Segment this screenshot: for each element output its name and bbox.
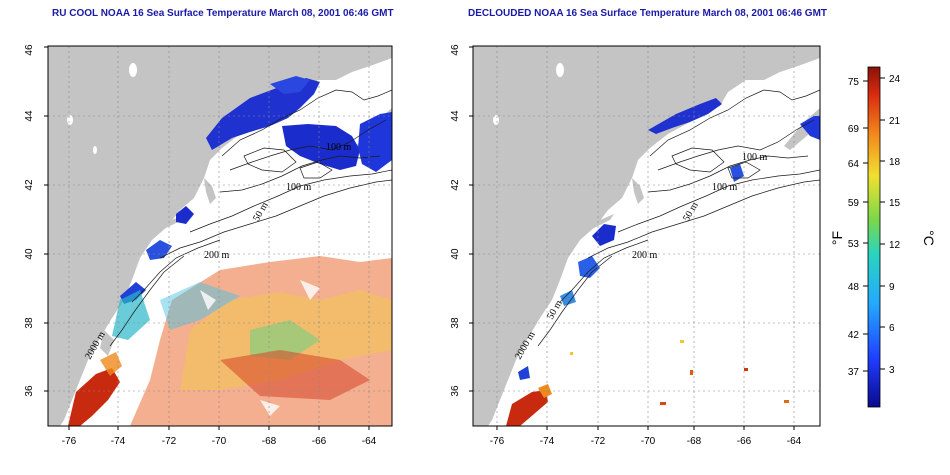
left-lat-tick: 46 bbox=[24, 44, 35, 56]
left-lat-tick: 36 bbox=[24, 385, 35, 397]
left-lat-tick: 40 bbox=[24, 248, 35, 260]
left-lon-tick: -76 bbox=[62, 436, 77, 447]
left-lon-tick: -64 bbox=[362, 436, 377, 447]
right-lat-tick: 46 bbox=[450, 44, 461, 56]
right-lon-tick: -70 bbox=[641, 436, 656, 447]
right-isobath-label-200: 200 m bbox=[632, 250, 658, 261]
left-axis-ticks bbox=[44, 46, 370, 430]
right-land-mass bbox=[473, 46, 820, 426]
left-graticule bbox=[48, 46, 392, 426]
right-map-title: DECLOUDED NOAA 16 Sea Surface Temperatur… bbox=[468, 8, 828, 19]
left-lon-tick: -68 bbox=[262, 436, 277, 447]
left-isobath-label-100b: 100 m bbox=[326, 142, 352, 153]
left-lon-tick: -72 bbox=[162, 436, 177, 447]
left-lon-labels: -76 -74 -72 -70 -68 -66 -64 bbox=[62, 436, 377, 447]
right-cape-cod bbox=[632, 178, 644, 204]
right-axis-ticks bbox=[469, 46, 795, 430]
right-lat-tick: 36 bbox=[450, 385, 461, 397]
left-lat-tick: 38 bbox=[24, 317, 35, 329]
left-isobaths bbox=[109, 89, 392, 347]
left-lat-labels: 36 38 40 42 44 46 bbox=[24, 44, 35, 397]
left-lake-champlain bbox=[129, 63, 137, 77]
left-lake bbox=[93, 146, 97, 154]
left-land-mass bbox=[48, 46, 392, 426]
left-lat-tick: 42 bbox=[24, 179, 35, 191]
right-lake bbox=[493, 115, 499, 125]
right-lon-tick: -74 bbox=[540, 436, 555, 447]
right-lat-tick: 38 bbox=[450, 317, 461, 329]
colorbar-c-labels: 24 21 18 15 12 9 6 3 bbox=[889, 74, 901, 376]
left-noisy-sst bbox=[130, 256, 392, 426]
colorbar: 75 69 64 59 53 48 42 37 24 21 18 15 12 9… bbox=[829, 66, 937, 408]
colorbar-c-unit: °C bbox=[921, 230, 937, 246]
colorbar-f-unit: °F bbox=[829, 231, 845, 245]
left-map-title: RU COOL NOAA 16 Sea Surface Temperature … bbox=[52, 8, 394, 19]
colorbar-f-tick: 75 bbox=[848, 77, 860, 88]
right-lon-tick: -76 bbox=[490, 436, 505, 447]
left-coastal-warm bbox=[100, 352, 122, 376]
right-map-frame bbox=[472, 45, 821, 427]
colorbar-c-tick: 12 bbox=[889, 240, 901, 251]
colorbar-ticks bbox=[863, 77, 885, 372]
right-lon-labels: -76 -74 -72 -70 -68 -66 -64 bbox=[490, 436, 802, 447]
left-lon-tick: -74 bbox=[111, 436, 126, 447]
left-lon-tick: -66 bbox=[312, 436, 327, 447]
right-graticule bbox=[473, 46, 820, 426]
colorbar-f-labels: 75 69 64 59 53 48 42 37 bbox=[848, 77, 860, 378]
left-map-panel: 100 m 100 m 50 m 200 m 2000 m bbox=[24, 44, 393, 447]
left-lake bbox=[67, 115, 73, 125]
colorbar-f-tick: 69 bbox=[848, 124, 860, 135]
right-isobath-label-100a: 100 m bbox=[742, 152, 768, 163]
colorbar-c-tick: 3 bbox=[889, 365, 895, 376]
left-isobath-label-100a: 100 m bbox=[286, 182, 312, 193]
right-map-panel: 100 m 100 m 50 m 200 m 50 m 2000 m bbox=[450, 44, 821, 447]
colorbar-gradient bbox=[867, 66, 881, 408]
right-lat-tick: 44 bbox=[450, 110, 461, 122]
right-isobaths bbox=[537, 89, 820, 347]
left-cape-cod bbox=[204, 178, 216, 204]
colorbar-f-tick: 64 bbox=[848, 159, 860, 170]
colorbar-c-tick: 15 bbox=[889, 198, 901, 209]
colorbar-c-tick: 18 bbox=[889, 157, 901, 168]
left-gulf-stream-plume bbox=[68, 368, 120, 426]
right-lon-tick: -68 bbox=[687, 436, 702, 447]
right-lon-tick: -66 bbox=[737, 436, 752, 447]
left-isobath-label-200: 200 m bbox=[204, 250, 230, 261]
left-delmarva bbox=[100, 330, 114, 356]
colorbar-c-tick: 6 bbox=[889, 323, 895, 334]
colorbar-c-tick: 21 bbox=[889, 116, 901, 127]
right-lat-tick: 40 bbox=[450, 248, 461, 260]
colorbar-f-tick: 48 bbox=[848, 282, 860, 293]
right-lake-champlain bbox=[556, 63, 564, 77]
left-map-frame bbox=[47, 45, 393, 427]
right-long-island bbox=[578, 214, 614, 236]
left-lon-tick: -70 bbox=[212, 436, 227, 447]
colorbar-f-tick: 53 bbox=[848, 239, 860, 250]
colorbar-c-tick: 9 bbox=[889, 282, 895, 293]
right-lon-tick: -72 bbox=[591, 436, 606, 447]
right-lon-tick: -64 bbox=[787, 436, 802, 447]
left-lat-tick: 44 bbox=[24, 110, 35, 122]
right-isobath-label-100b: 100 m bbox=[712, 182, 738, 193]
right-lat-labels: 36 38 40 42 44 46 bbox=[450, 44, 461, 397]
colorbar-f-tick: 59 bbox=[848, 198, 860, 209]
colorbar-f-tick: 37 bbox=[848, 367, 860, 378]
colorbar-f-tick: 42 bbox=[848, 330, 860, 341]
right-lat-tick: 42 bbox=[450, 179, 461, 191]
colorbar-c-tick: 24 bbox=[889, 74, 901, 85]
